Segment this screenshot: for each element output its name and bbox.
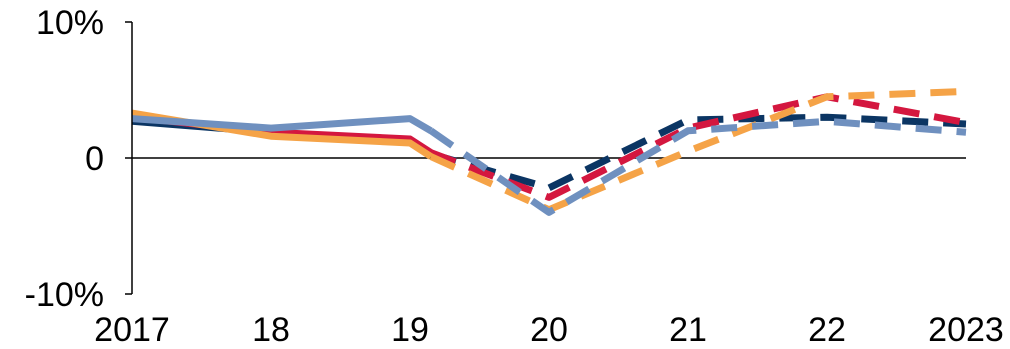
y-tick-label: -10% (25, 276, 104, 314)
x-tick-label: 19 (391, 311, 429, 349)
x-tick-label: 18 (252, 311, 290, 349)
x-tick-label: 2017 (94, 311, 170, 349)
series-4-projection-line (428, 117, 967, 216)
x-tick-label: 22 (808, 311, 846, 349)
y-tick-label: 10% (36, 4, 104, 42)
x-tick-label: 20 (530, 311, 568, 349)
x-tick-label: 2023 (928, 311, 1004, 349)
x-tick-label: 21 (669, 311, 707, 349)
series-3-projection-line (429, 87, 967, 214)
series-4-actual-line (131, 115, 433, 134)
series-1-projection-line (429, 113, 967, 192)
y-tick-label: 0 (85, 140, 104, 178)
